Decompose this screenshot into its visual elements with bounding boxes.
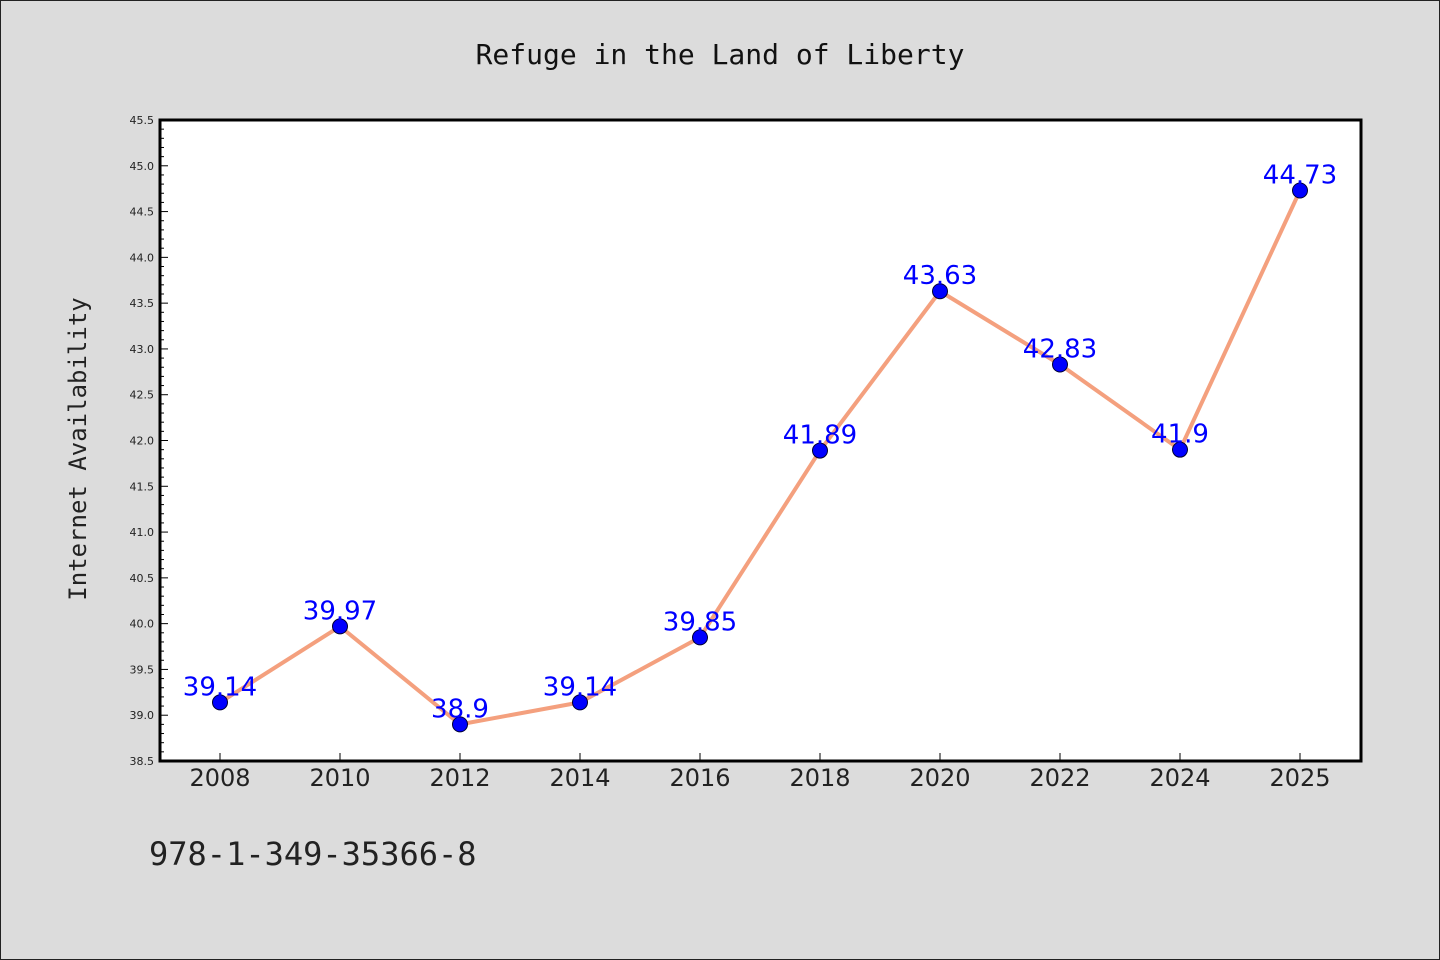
data-value-label: 39.14 — [183, 672, 257, 702]
data-point-marker — [332, 618, 348, 635]
data-point-marker — [212, 694, 228, 711]
y-tick-label: 38.5 — [130, 755, 155, 768]
data-point-marker — [932, 283, 948, 300]
data-value-label: 44.73 — [1263, 161, 1337, 191]
y-tick-label: 44.0 — [130, 251, 155, 264]
y-tick-label: 45.5 — [130, 114, 155, 127]
data-point-marker — [452, 716, 468, 733]
x-tick-label: 2012 — [429, 764, 490, 792]
data-value-label: 41.9 — [1151, 420, 1209, 450]
y-tick-label: 42.5 — [130, 389, 155, 402]
data-value-label: 42.83 — [1023, 334, 1097, 364]
isbn-footer: 978-1-349-35366-8 — [149, 835, 477, 873]
x-tick-label: 2022 — [1029, 764, 1090, 792]
x-tick-label: 2018 — [789, 764, 850, 792]
data-value-label: 38.9 — [431, 694, 489, 724]
y-tick-label: 40.5 — [130, 572, 155, 585]
data-point-marker — [812, 442, 828, 459]
x-tick-label: 2024 — [1149, 764, 1210, 792]
y-tick-label: 39.0 — [130, 709, 155, 722]
x-tick-label: 2008 — [189, 764, 250, 792]
x-tick-label: 2010 — [309, 764, 370, 792]
data-value-label: 43.63 — [903, 261, 977, 291]
data-point-marker — [572, 694, 588, 711]
y-axis-label: Internet Availability — [64, 297, 92, 600]
x-axis-ticks: 2008 2010 2012 2014 2016 2018 2020 2022 2024 2025 — [189, 753, 1331, 792]
y-tick-label: 44.5 — [130, 206, 155, 219]
data-value-label: 39.97 — [303, 596, 377, 626]
y-tick-label: 42.0 — [130, 435, 155, 448]
x-tick-label: 2020 — [909, 764, 970, 792]
data-value-label: 39.85 — [663, 607, 737, 637]
series-line-group — [212, 182, 1308, 733]
y-tick-label: 43.0 — [130, 343, 155, 356]
x-tick-label: 2025 — [1269, 764, 1330, 792]
data-point-marker — [1292, 182, 1308, 199]
chart-title: Refuge in the Land of Liberty — [476, 38, 965, 71]
y-tick-label: 45.0 — [130, 160, 155, 173]
y-tick-label: 40.0 — [130, 618, 155, 631]
data-point-marker — [1052, 356, 1068, 373]
data-point-marker — [1172, 441, 1188, 458]
data-value-label: 39.14 — [543, 672, 617, 702]
y-axis-ticks: 38.5 39.0 39.5 40.0 40.5 41.0 41.5 42.0 42.5 43.0… — [130, 114, 168, 768]
x-tick-label: 2016 — [669, 764, 730, 792]
y-tick-label: 39.5 — [130, 663, 155, 676]
x-tick-label: 2014 — [549, 764, 610, 792]
y-tick-label: 41.5 — [130, 480, 155, 493]
series-line — [218, 189, 1302, 727]
data-point-marker — [692, 629, 708, 646]
y-tick-label: 43.5 — [130, 297, 155, 310]
data-value-label: 41.89 — [783, 421, 857, 451]
plot-area — [158, 118, 1363, 763]
data-label-group: 39.14 39.97 38.9 39.14 39.85 41.89 43.63 42.83 4… — [183, 161, 1337, 725]
y-tick-label: 41.0 — [130, 526, 155, 539]
